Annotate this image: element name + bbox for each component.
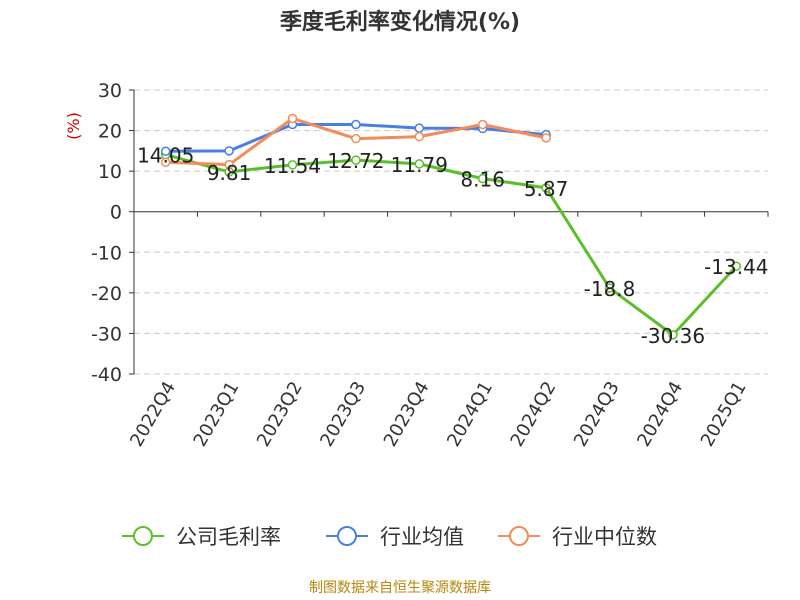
x-tick-label: 2023Q3 [316,378,370,450]
chart-title: 季度毛利率变化情况(%) [279,10,521,35]
x-tick-label: 2024Q3 [570,378,624,450]
series-line [165,153,738,337]
data-point [414,131,425,142]
source-note: 制图数据来自恒生聚源数据库 [309,580,491,596]
data-point [287,160,298,170]
legend-label: 行业中位数 [552,525,657,549]
y-tick-label: -40 [91,364,122,386]
data-point [541,133,551,143]
data-point [477,173,488,184]
data-labels: 14.05 9.81 11.54 12.72 11.79 8.16 5.87 -18.8-30… [137,144,768,348]
data-label: 14.05 [137,144,194,168]
data-label: 11.79 [391,153,448,177]
data-label: 5.87 [524,177,569,201]
y-axis-unit: (%) [64,112,83,140]
y-tick-label: 20 [98,121,122,143]
data-point [160,146,171,157]
data-label: 12.72 [327,149,384,173]
legend-marker [133,526,153,546]
data-point [224,159,234,170]
x-tick-label: 2024Q2 [507,378,561,450]
data-point [604,283,615,293]
data-point [414,159,425,169]
data-label: 8.16 [460,168,505,192]
y-tick-label: -10 [91,242,122,264]
data-point [351,119,361,130]
data-point [731,261,742,271]
x-tick-label: 2023Q4 [380,378,434,450]
x-tick-label: 2025Q1 [697,378,751,450]
x-tick-label: 2023Q1 [190,378,244,450]
y-tick-label: 0 [110,202,122,224]
data-point [351,133,361,144]
y-tick-label: -20 [91,283,122,305]
data-point [668,330,678,340]
y-tick-label: 10 [98,161,122,183]
data-point [541,183,551,193]
legend: 公司毛利率 行业均值 行业中位数 [122,525,657,549]
data-point [477,119,488,130]
series-lines [160,113,742,340]
y-tick-label: 30 [98,80,122,102]
x-tick-label: 2023Q2 [253,378,307,450]
data-label: 11.54 [264,154,321,178]
data-label: -18.8 [584,277,636,301]
data-point [224,146,234,156]
legend-marker [337,526,357,546]
data-point [351,155,361,165]
data-label: -13.44 [704,255,768,279]
legend-label: 行业均值 [380,525,464,549]
x-tick-label: 2024Q4 [633,378,687,450]
data-label: 9.81 [207,161,252,185]
data-point [287,113,298,124]
x-tick-label: 2024Q1 [443,378,497,450]
data-label: -30.36 [641,324,705,348]
data-point [160,157,171,167]
data-point [414,123,425,133]
x-tick-label: 2022Q4 [126,378,180,450]
y-tick-label: -30 [91,323,122,345]
legend-label: 公司毛利率 [176,525,281,549]
legend-marker [509,526,529,546]
